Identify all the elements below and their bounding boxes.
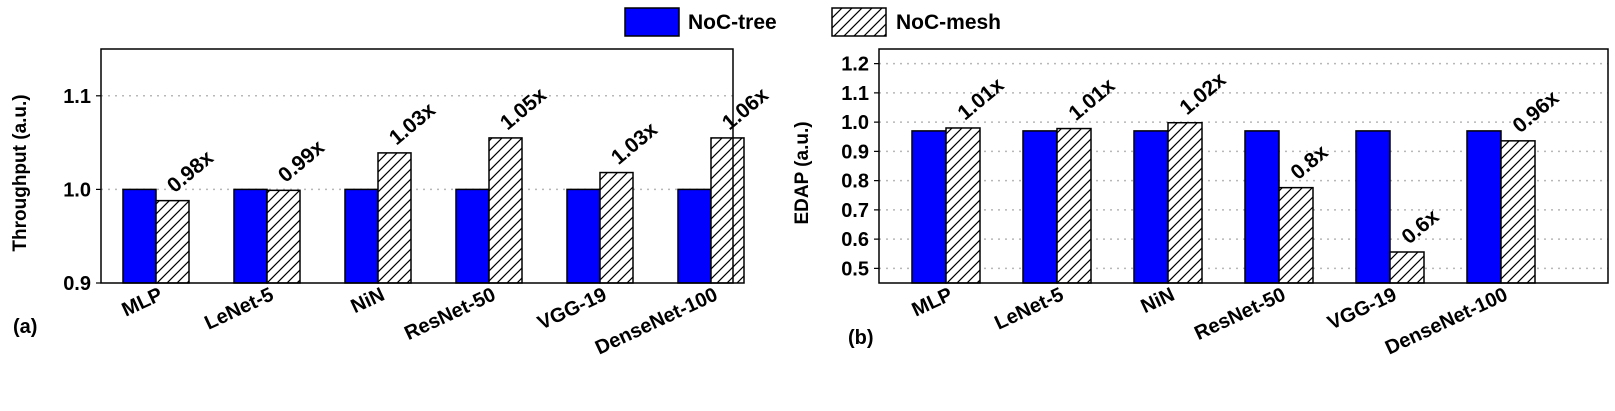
ratio-label: 0.99x <box>274 136 329 188</box>
legend-item-noc-tree: NoC-tree <box>624 7 777 37</box>
y-ticks: 0.5 0.6 0.7 0.8 0.9 1.0 1.1 1.2 <box>841 54 879 280</box>
y-tick-label: 0.5 <box>841 258 869 280</box>
bar-noc-mesh <box>1278 186 1314 284</box>
ratio-label: 1.03x <box>607 118 662 170</box>
x-tick-label: VGG-19 <box>1324 284 1400 335</box>
legend-label-noc-mesh: NoC-mesh <box>896 11 1001 34</box>
bar-noc-tree <box>233 188 268 284</box>
legend-swatch-noc-mesh <box>831 7 887 37</box>
ratio-label: 0.98x <box>163 146 218 198</box>
bar-noc-tree <box>1244 130 1280 284</box>
bar-noc-mesh <box>1167 121 1203 284</box>
legend-label-noc-tree: NoC-tree <box>688 11 777 34</box>
y-tick-label: 1.2 <box>841 54 869 76</box>
ratio-label: 1.06x <box>718 83 773 135</box>
bar-noc-mesh <box>155 199 190 284</box>
bar-noc-tree <box>566 188 601 284</box>
x-tick-label: DenseNet-100 <box>1382 284 1511 360</box>
bar-noc-tree <box>1355 130 1391 284</box>
bar-noc-mesh <box>599 171 634 284</box>
x-tick-label: LeNet-5 <box>991 284 1067 335</box>
ratio-label: 1.05x <box>496 83 551 135</box>
bar-noc-tree <box>1133 130 1169 284</box>
x-tick-label: NiN <box>348 284 389 318</box>
ratio-label: 0.8x <box>1286 140 1332 184</box>
chart-panel-a: Throughput (a.u.) (a) 0.91.01.1 0.98x 0.9… <box>10 48 773 360</box>
x-tick-label: DenseNet-100 <box>592 284 721 360</box>
x-tick-label: NiN <box>1138 284 1179 318</box>
bar-noc-tree <box>1022 130 1058 284</box>
ratio-annotations: 0.98x 0.99x 1.03x 1.05x 1.03x 1.06x <box>163 83 773 197</box>
x-tick-label: MLP <box>909 284 957 322</box>
x-tick-label: LeNet-5 <box>201 284 277 335</box>
panel-label: (a) <box>13 316 37 338</box>
bar-noc-tree <box>455 188 490 284</box>
y-tick-label: 0.6 <box>841 229 869 251</box>
ratio-label: 1.01x <box>953 73 1008 125</box>
chart-panel-b: EDAP (a.u.) (b) 0.5 0.6 0.7 0.8 0.9 1.0 1.1 1.2… <box>792 48 1609 360</box>
x-tick-label: MLP <box>119 284 167 322</box>
bar-noc-mesh <box>1389 251 1425 284</box>
bar-noc-tree <box>122 188 157 284</box>
bar-noc-mesh <box>488 137 523 284</box>
y-tick-label: 0.9 <box>63 273 91 295</box>
y-tick-label: 0.9 <box>841 141 869 163</box>
gridlines <box>879 62 1608 270</box>
ratio-label: 0.6x <box>1397 205 1443 249</box>
y-tick-label: 1.0 <box>63 179 91 201</box>
y-tick-label: 0.8 <box>841 171 869 193</box>
bars <box>911 121 1536 284</box>
y-axis-title: EDAP (a.u.) <box>792 121 813 224</box>
y-ticks: 0.9 1.0 1.1 <box>63 86 101 295</box>
legend-swatch-noc-tree <box>624 7 680 37</box>
y-tick-label: 0.7 <box>841 200 869 222</box>
x-tick-label: ResNet-50 <box>1191 284 1289 345</box>
y-tick-label: 1.1 <box>63 86 91 108</box>
bar-noc-mesh <box>377 152 412 284</box>
plot-frame <box>878 48 1609 284</box>
y-axis-title: Throughput (a.u.) <box>10 94 31 251</box>
x-tick-label: ResNet-50 <box>401 284 499 345</box>
bar-noc-mesh <box>1056 127 1092 284</box>
bar-noc-tree <box>1466 130 1502 284</box>
panel-label: (b) <box>848 327 874 349</box>
y-tick-label: 1.1 <box>841 83 869 105</box>
ratio-label: 1.02x <box>1175 68 1230 120</box>
ratio-label: 1.03x <box>385 98 440 150</box>
legend-item-noc-mesh: NoC-mesh <box>831 7 1001 37</box>
ratio-label: 1.01x <box>1064 74 1119 126</box>
ratio-label: 0.96x <box>1508 86 1563 138</box>
plot-frame <box>100 48 734 284</box>
bar-noc-mesh <box>945 127 981 284</box>
bar-noc-mesh <box>266 189 301 284</box>
bar-noc-mesh <box>710 137 745 284</box>
bar-noc-tree <box>344 188 379 284</box>
legend: NoC-tree NoC-mesh <box>624 7 1001 37</box>
x-tick-label: VGG-19 <box>534 284 610 335</box>
bar-noc-mesh <box>1500 140 1536 284</box>
bars <box>122 137 745 284</box>
bar-noc-tree <box>677 188 712 284</box>
bar-noc-tree <box>911 130 947 284</box>
y-tick-label: 1.0 <box>841 112 869 134</box>
